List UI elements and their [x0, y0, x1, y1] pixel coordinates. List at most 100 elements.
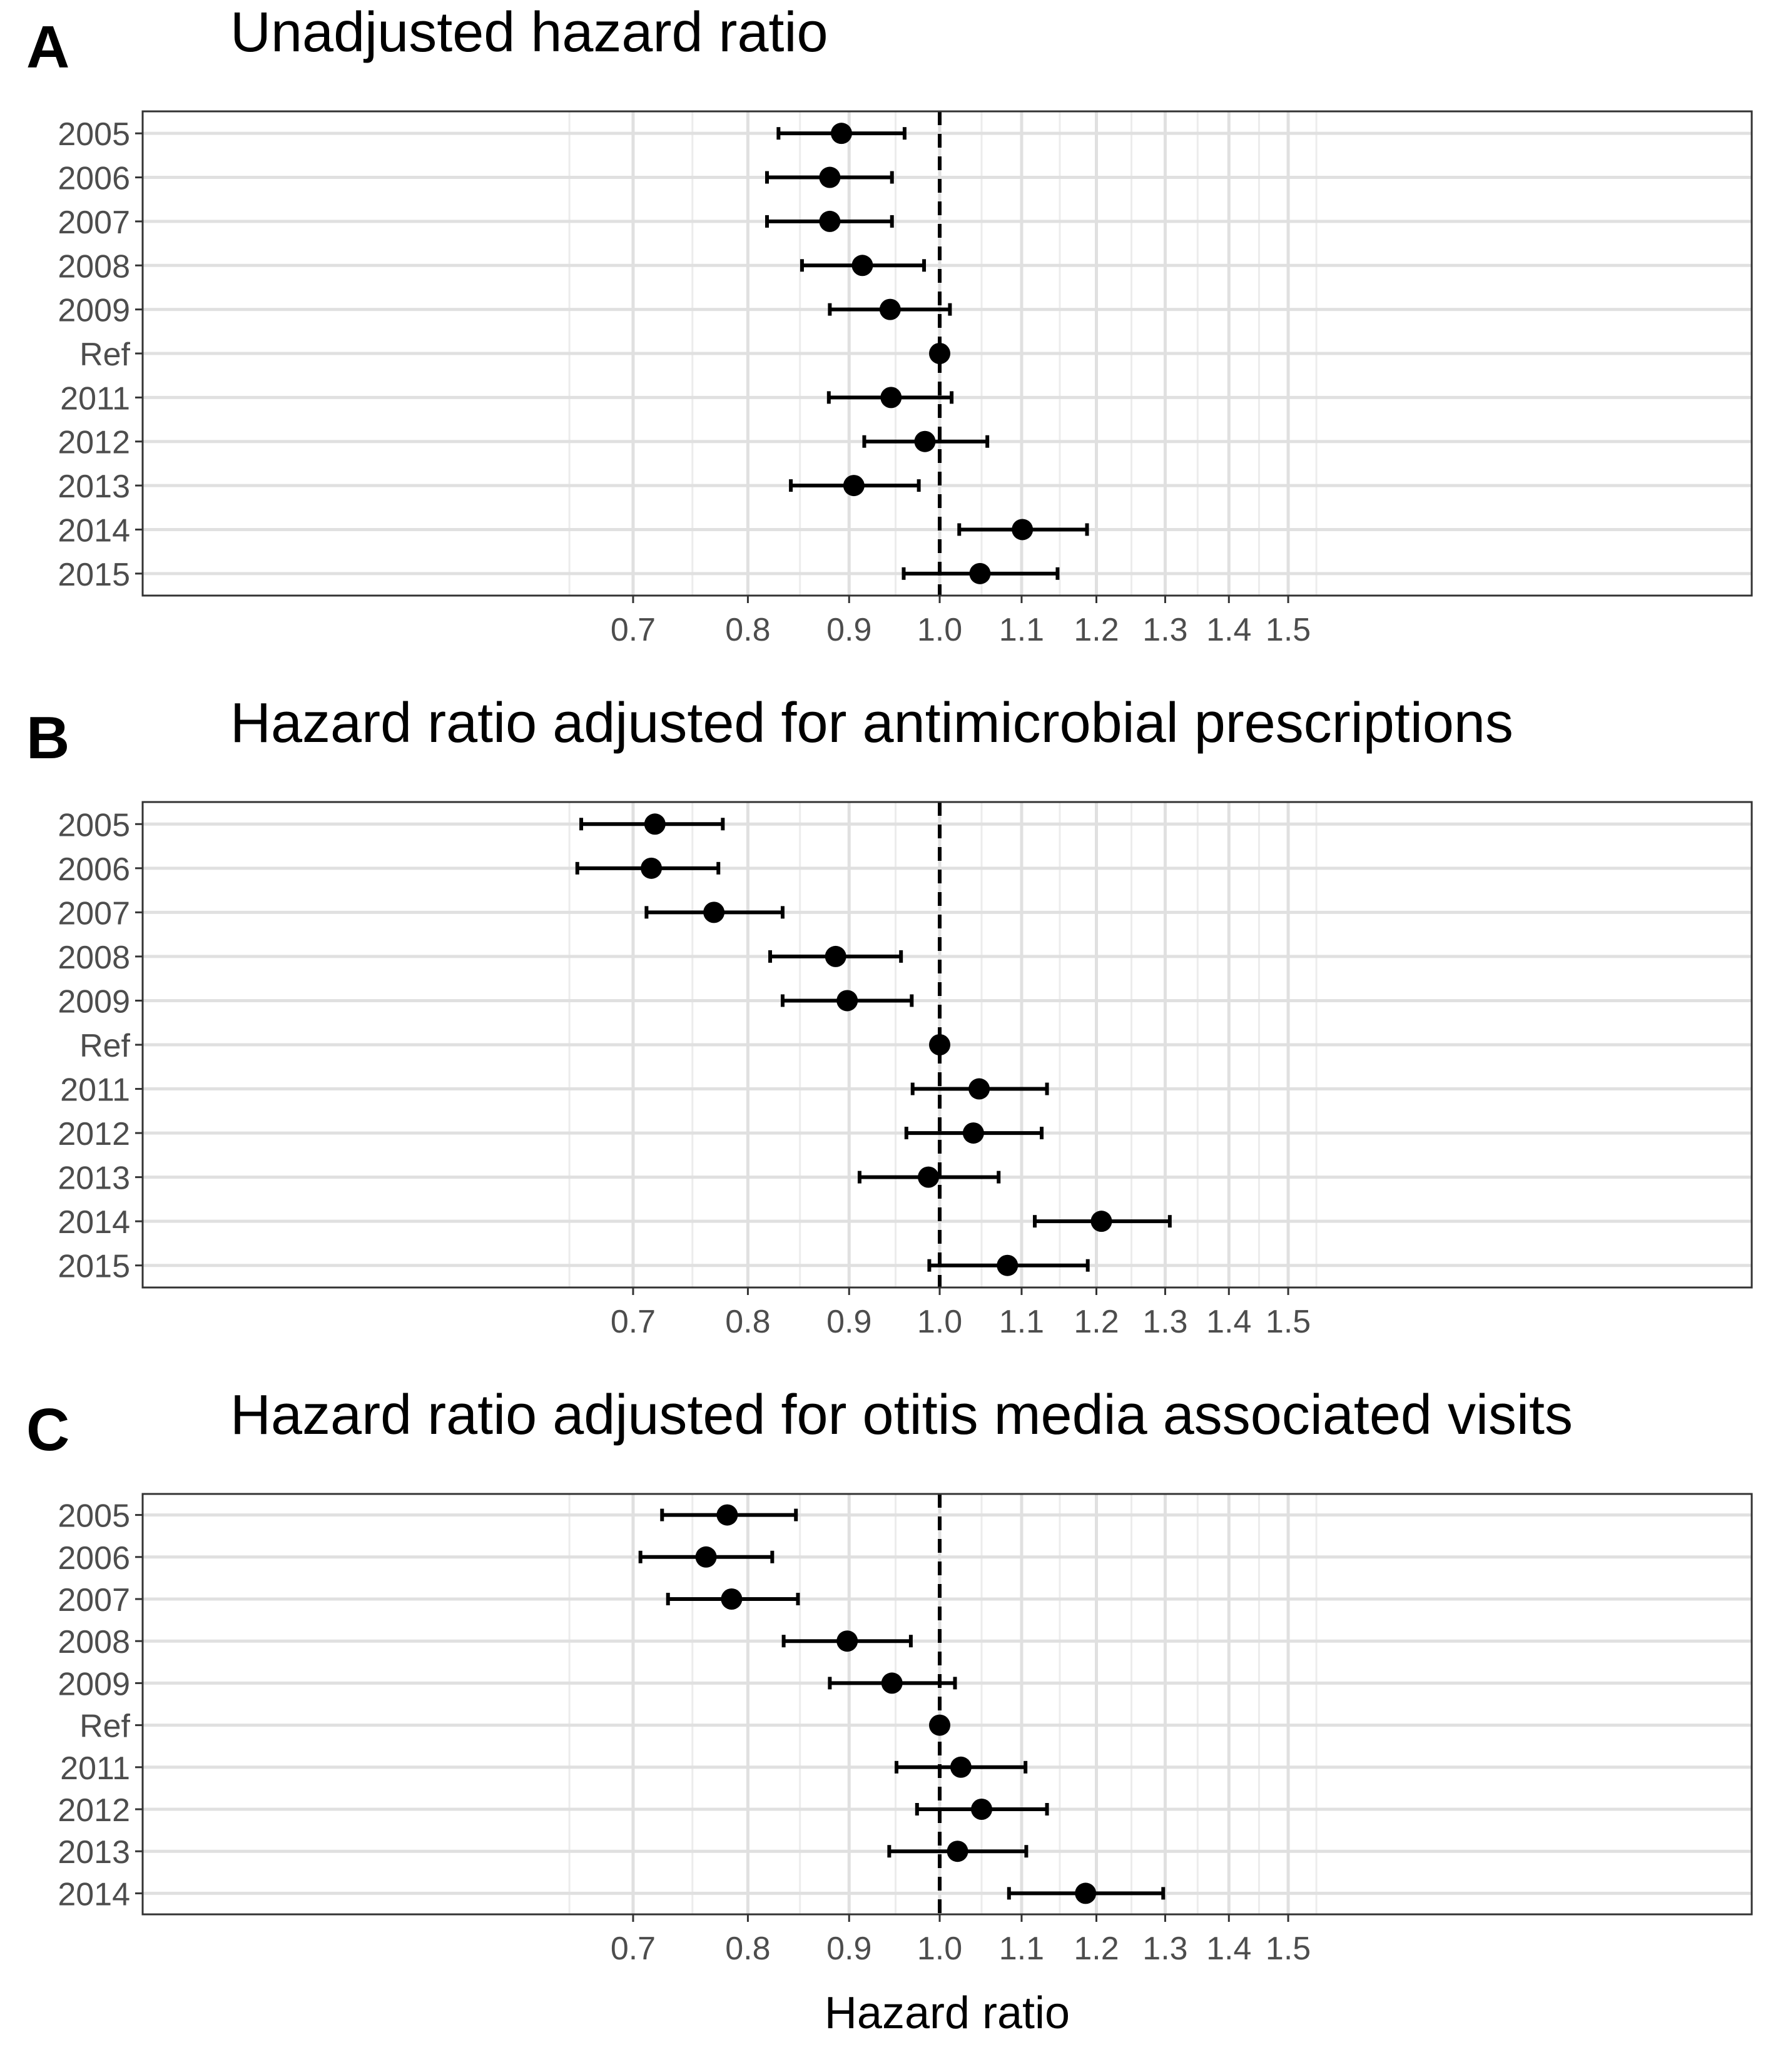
panel-title: Hazard ratio adjusted for antimicrobial …: [230, 692, 1513, 754]
panel-letter: B: [26, 704, 69, 771]
x-axis-label: Hazard ratio: [825, 1988, 1070, 2038]
point-estimate: [971, 1799, 993, 1820]
x-tick-label: 0.8: [725, 612, 770, 648]
y-tick-label: 2008: [58, 1624, 130, 1660]
y-tick-label: 2007: [58, 895, 130, 932]
point-estimate: [969, 562, 991, 584]
point-estimate: [997, 1254, 1019, 1276]
x-tick-label: 0.7: [611, 1931, 656, 1967]
y-tick-label: 2006: [58, 851, 130, 888]
point-estimate: [880, 387, 902, 409]
x-tick-label: 1.4: [1206, 1304, 1251, 1340]
x-tick-label: 1.0: [917, 612, 962, 648]
x-tick-label: 1.0: [917, 1304, 962, 1340]
x-tick-label: 1.2: [1074, 1931, 1119, 1967]
point-estimate: [843, 475, 865, 497]
y-tick-label: 2008: [58, 248, 130, 285]
y-tick-label: Ref: [79, 1709, 130, 1745]
x-tick-label: 1.1: [999, 1931, 1044, 1967]
x-tick-label: 1.2: [1074, 612, 1119, 648]
y-tick-label: 2013: [58, 1834, 130, 1871]
x-tick-label: 0.7: [611, 612, 656, 648]
y-tick-label: 2014: [58, 1204, 130, 1241]
x-tick-label: 1.0: [917, 1931, 962, 1967]
y-tick-label: 2012: [58, 1792, 130, 1829]
x-tick-label: 0.7: [611, 1304, 656, 1340]
panel-letter: A: [26, 14, 69, 81]
y-tick-label: 2005: [58, 1498, 130, 1535]
y-tick-label: 2011: [60, 1750, 130, 1787]
y-tick-label: 2005: [58, 116, 130, 153]
panel-c: 2005 2006 2007 2008 2009 Ref 2011 2012 2013 2014 0…: [26, 1384, 1753, 2038]
point-estimate: [819, 210, 841, 232]
x-tick-label: 1.2: [1074, 1304, 1119, 1340]
y-tick-label: Ref: [79, 337, 130, 373]
y-tick-label: 2012: [58, 425, 130, 461]
x-tick-label: 1.3: [1142, 1931, 1187, 1967]
y-tick-label: 2007: [58, 1582, 130, 1618]
x-tick-label: 1.1: [999, 612, 1044, 648]
y-tick-label: 2009: [58, 293, 130, 329]
point-estimate: [819, 166, 841, 188]
point-estimate: [1090, 1211, 1112, 1232]
x-tick-label: 0.9: [826, 1931, 871, 1967]
panel-a: 2005 2006 2007 2008 2009 Ref 2011 2012 2013 2014 2…: [26, 1, 1753, 648]
y-tick-label: 2007: [58, 205, 130, 241]
x-tick-label: 1.5: [1266, 1931, 1311, 1967]
point-estimate: [879, 298, 901, 320]
y-tick-label: 2008: [58, 940, 130, 976]
x-tick-label: 1.5: [1266, 1304, 1311, 1340]
x-tick-label: 1.1: [999, 1304, 1044, 1340]
y-tick-label: 2009: [58, 1666, 130, 1702]
y-tick-label: 2012: [58, 1116, 130, 1152]
x-tick-label: 1.5: [1266, 612, 1311, 648]
y-tick-label: 2014: [58, 512, 130, 549]
y-tick-label: 2015: [58, 557, 130, 593]
y-tick-label: 2006: [58, 161, 130, 197]
point-estimate: [1012, 519, 1034, 541]
point-estimate: [644, 813, 666, 835]
plot-background: [143, 1494, 1752, 1914]
y-tick-label: 2006: [58, 1540, 130, 1577]
point-estimate: [641, 857, 663, 879]
y-tick-label: 2011: [60, 1072, 130, 1109]
y-tick-label: 2015: [58, 1249, 130, 1285]
y-tick-label: 2011: [60, 380, 130, 417]
panel-title: Unadjusted hazard ratio: [230, 1, 828, 64]
point-estimate: [1075, 1882, 1097, 1904]
point-estimate: [947, 1841, 968, 1862]
point-estimate: [703, 901, 725, 923]
point-estimate: [950, 1756, 972, 1778]
point-estimate: [929, 1714, 950, 1736]
x-tick-label: 0.9: [826, 1304, 871, 1340]
panel-b: 2005 2006 2007 2008 2009 Ref 2011 2012 2013 2014 2…: [26, 692, 1753, 1340]
point-estimate: [716, 1504, 738, 1526]
point-estimate: [830, 123, 852, 145]
x-tick-label: 1.3: [1142, 1304, 1187, 1340]
panel-border: [141, 1493, 1753, 1916]
point-estimate: [721, 1588, 743, 1610]
x-tick-label: 1.4: [1206, 612, 1251, 648]
x-tick-label: 1.4: [1206, 1931, 1251, 1967]
point-estimate: [929, 343, 950, 364]
y-tick-label: 2013: [58, 1160, 130, 1197]
point-estimate: [836, 1630, 858, 1652]
point-estimate: [825, 945, 846, 967]
y-tick-label: 2005: [58, 807, 130, 843]
point-estimate: [968, 1078, 990, 1100]
x-tick-label: 0.8: [725, 1304, 770, 1340]
x-tick-label: 0.9: [826, 612, 871, 648]
point-estimate: [962, 1122, 984, 1144]
point-estimate: [918, 1166, 940, 1188]
x-tick-label: 0.8: [725, 1931, 770, 1967]
point-estimate: [929, 1034, 950, 1055]
point-estimate: [851, 255, 873, 277]
panel-title: Hazard ratio adjusted for otitis media a…: [230, 1384, 1573, 1446]
point-estimate: [836, 990, 858, 1012]
x-tick-label: 1.3: [1142, 612, 1187, 648]
y-tick-label: 2009: [58, 983, 130, 1020]
y-tick-label: 2013: [58, 469, 130, 505]
point-estimate: [695, 1546, 717, 1568]
